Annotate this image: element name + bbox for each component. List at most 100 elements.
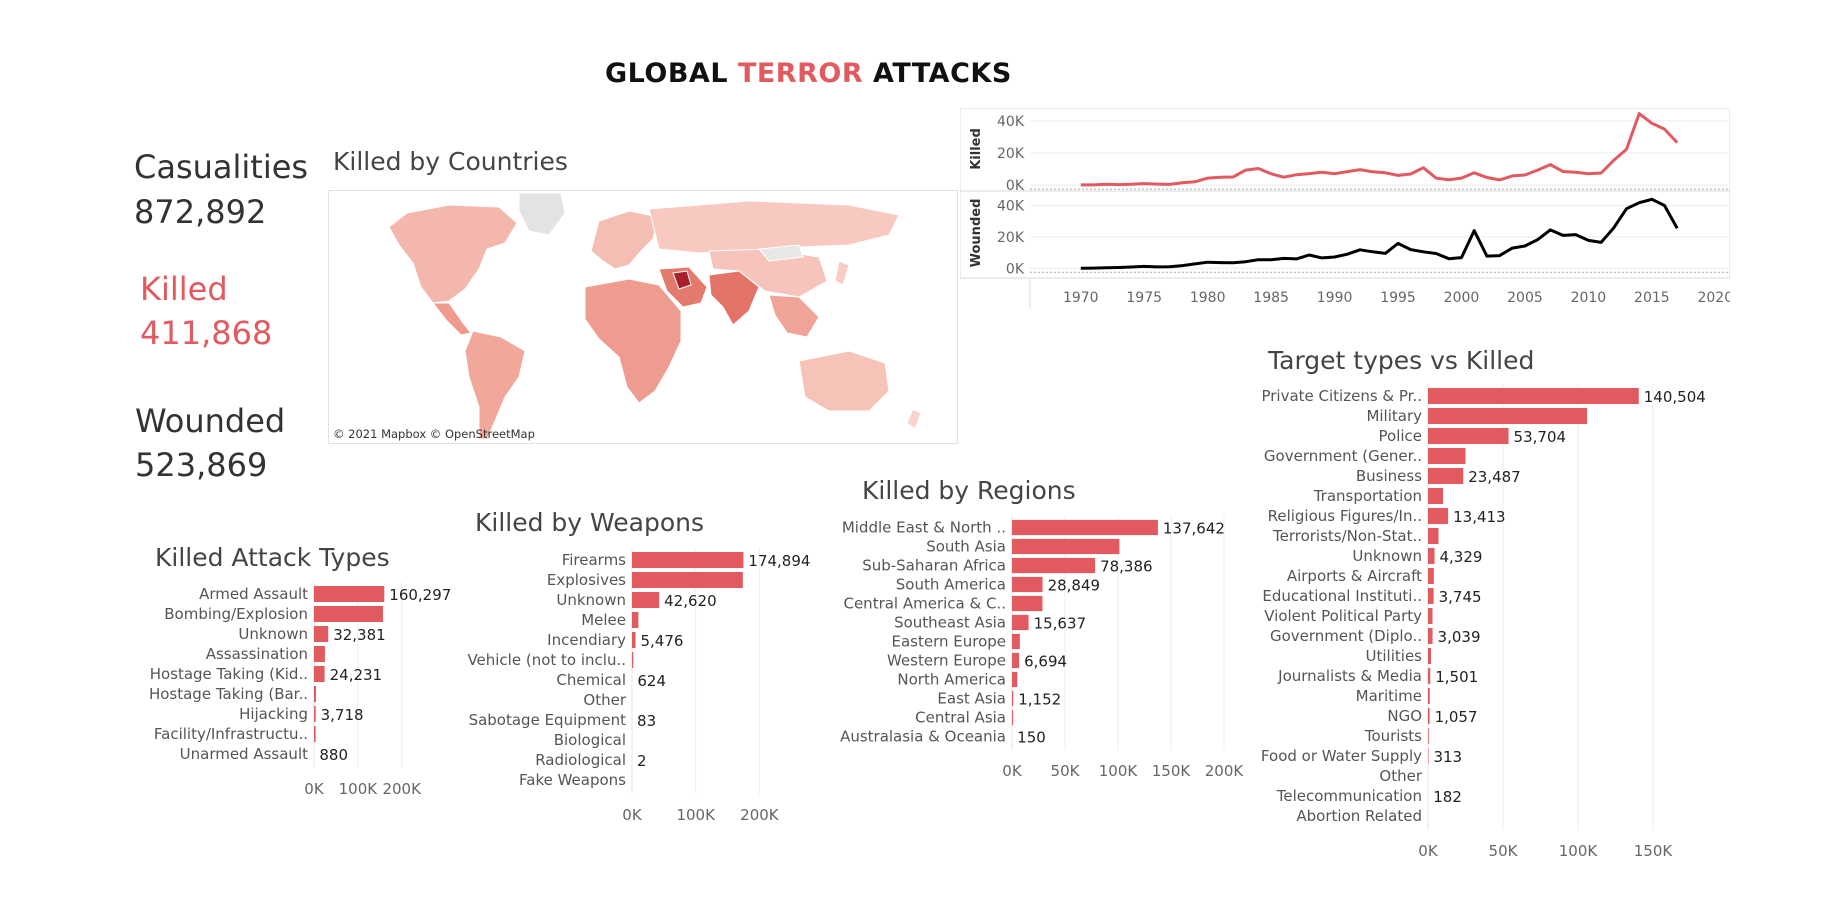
timeline-xtick-label: 1995 xyxy=(1380,290,1416,306)
bar xyxy=(1428,408,1588,424)
bar-category-label: Religious Figures/In.. xyxy=(1268,507,1422,525)
bar-xtick-label: 100K xyxy=(1559,842,1599,860)
map-mongolia xyxy=(758,244,804,262)
bar xyxy=(314,706,316,722)
bar-xtick-label: 100K xyxy=(339,780,379,798)
weapons-chart[interactable]: 0K 100K 200K Firearms 174,894 Explosives Unkno… xyxy=(460,548,840,822)
map-greenland xyxy=(518,192,566,236)
bar xyxy=(1012,633,1020,650)
bar-xtick-label: 50K xyxy=(1489,842,1519,860)
bar-category-label: South America xyxy=(896,576,1006,594)
bar-value-label: 3,718 xyxy=(321,706,364,724)
bar-value-label: 6,694 xyxy=(1024,653,1067,671)
bar xyxy=(1428,628,1433,644)
timeline-ytick-label: 0K xyxy=(1006,261,1025,277)
bar xyxy=(1428,508,1449,524)
bar-category-label: Vehicle (not to inclu.. xyxy=(467,651,626,669)
bar-value-label: 174,894 xyxy=(748,552,810,570)
bar-value-label: 137,642 xyxy=(1163,520,1225,538)
bar-category-label: Melee xyxy=(581,611,626,629)
bar xyxy=(1428,428,1509,444)
bar-category-label: Eastern Europe xyxy=(891,633,1006,651)
bar xyxy=(314,626,329,642)
timeline-ytick-label: 20K xyxy=(997,146,1025,162)
bar xyxy=(632,552,744,568)
targets-title: Target types vs Killed xyxy=(1268,346,1535,375)
bar xyxy=(1012,576,1043,593)
bar-value-label: 140,504 xyxy=(1644,388,1706,406)
bar-category-label: Maritime xyxy=(1356,687,1422,705)
bar-category-label: Police xyxy=(1379,427,1423,445)
bar-value-label: 624 xyxy=(637,672,666,690)
timeline-xtick-label: 2020 xyxy=(1697,290,1730,306)
bar-category-label: Journalists & Media xyxy=(1277,667,1422,685)
bar xyxy=(1428,608,1433,624)
weapons-title: Killed by Weapons xyxy=(475,508,705,537)
timeline-series-wounded xyxy=(1080,197,1679,270)
bar-category-label: Sabotage Equipment xyxy=(469,711,627,729)
bar-value-label: 23,487 xyxy=(1468,468,1521,486)
bar-category-label: Terrorists/Non-Stat.. xyxy=(1272,527,1422,545)
bar-value-label: 15,637 xyxy=(1034,615,1087,633)
bar-value-label: 13,413 xyxy=(1453,508,1506,526)
attack-types-chart[interactable]: 0K 100K 200K Armed Assault 160,297 Bombing/Ex… xyxy=(120,582,460,802)
targets-chart[interactable]: 0K 50K 100K 150K Private Citizens & Pr.. 140,… xyxy=(1240,384,1720,864)
bar-category-label: Hijacking xyxy=(239,705,308,723)
timeline-ytick-label: 40K xyxy=(997,114,1025,130)
bar-category-label: Armed Assault xyxy=(199,585,308,603)
kpi-wounded-value: 523,869 xyxy=(135,446,268,484)
bar xyxy=(1012,538,1120,555)
bar xyxy=(632,592,660,608)
bar-category-label: Unknown xyxy=(556,591,626,609)
bar-xtick-label: 0K xyxy=(304,780,325,798)
timeline-chart[interactable]: 40K 20K 0K Killed 40K 20K 0K Wounded 1970 1975 198… xyxy=(960,108,1730,308)
timeline-xtick-label: 1990 xyxy=(1317,290,1353,306)
bar-value-label: 182 xyxy=(1433,788,1462,806)
bar-category-label: East Asia xyxy=(937,690,1006,708)
bar-category-label: Other xyxy=(583,691,626,709)
bar-category-label: Government (Gener.. xyxy=(1264,447,1422,465)
bar-xtick-label: 150K xyxy=(1152,762,1192,780)
bar xyxy=(1428,728,1429,744)
map-title: Killed by Countries xyxy=(333,147,568,176)
bar-category-label: Radiological xyxy=(535,751,626,769)
bar-xtick-label: 100K xyxy=(676,806,716,822)
bar-category-label: Biological xyxy=(554,731,626,749)
bar-category-label: Tourists xyxy=(1364,727,1422,745)
bar xyxy=(314,666,325,682)
bar xyxy=(1428,528,1439,544)
bar-category-label: Central America & C.. xyxy=(843,595,1006,613)
timeline-xtick-label: 1975 xyxy=(1126,290,1162,306)
map-russia xyxy=(648,200,900,254)
map-central-america xyxy=(431,302,472,336)
regions-chart[interactable]: 0K 50K 100K 150K 200K Middle East & North .. 1… xyxy=(840,516,1260,786)
bar-xtick-label: 200K xyxy=(740,806,780,822)
dashboard-title: GLOBAL TERROR ATTACKS xyxy=(605,58,1012,89)
bar-category-label: Unknown xyxy=(1352,547,1422,565)
bar-category-label: Business xyxy=(1356,467,1422,485)
bar xyxy=(1012,671,1018,688)
timeline-xtick-label: 2005 xyxy=(1507,290,1543,306)
bar xyxy=(314,686,316,702)
bar xyxy=(1012,519,1158,536)
bar-value-label: 160,297 xyxy=(389,586,451,604)
bar-category-label: NGO xyxy=(1387,707,1422,725)
bar-category-label: Southeast Asia xyxy=(894,614,1006,632)
bar-category-label: Incendiary xyxy=(547,631,626,649)
timeline-ytick-label: 20K xyxy=(997,230,1025,246)
bar-value-label: 150 xyxy=(1017,729,1046,747)
bar xyxy=(632,632,636,648)
bar xyxy=(1428,488,1443,504)
bar-xtick-label: 200K xyxy=(1205,762,1245,780)
map-europe xyxy=(590,210,660,270)
bar-category-label: Unarmed Assault xyxy=(180,745,308,763)
bar-category-label: Assassination xyxy=(206,645,308,663)
world-map[interactable]: © 2021 Mapbox © OpenStreetMap xyxy=(328,190,958,444)
bar-category-label: Chemical xyxy=(556,671,626,689)
map-japan xyxy=(834,260,850,286)
bar-category-label: Violent Political Party xyxy=(1264,607,1422,625)
map-iraq xyxy=(672,270,692,290)
bar xyxy=(1428,708,1430,724)
timeline-xtick-label: 1980 xyxy=(1190,290,1226,306)
map-south-america xyxy=(464,330,526,440)
